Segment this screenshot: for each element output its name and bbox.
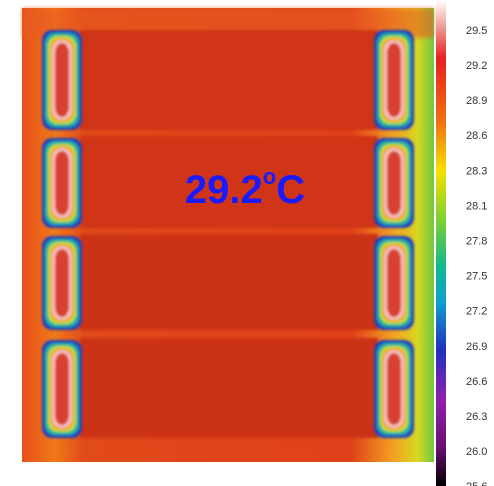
hot-spot-ring: [55, 43, 69, 117]
hot-spot-ring: [387, 353, 401, 425]
hot-spot-ring: [387, 43, 401, 117]
scale-label: 28.9: [466, 95, 487, 107]
panel: [80, 338, 378, 438]
hot-spot-ring: [55, 249, 69, 317]
hot-spot-ring: [55, 151, 69, 215]
scale-label: 27.8: [466, 236, 487, 248]
panels: [80, 30, 378, 438]
panel: [80, 30, 378, 130]
temperature-unit: C: [276, 168, 305, 212]
scale-label: 29.2: [466, 60, 487, 72]
hot-spot-ring: [55, 353, 69, 425]
degree-sign: o: [263, 164, 276, 189]
scale-label: 28.1: [466, 200, 487, 212]
scale-label: 26.0: [466, 446, 487, 458]
scale-label: 26.6: [466, 376, 487, 388]
scale-label: 28.3: [466, 165, 487, 177]
color-scale: [436, 0, 446, 486]
hot-spot-ring: [387, 249, 401, 317]
scale-label: 26.3: [466, 411, 487, 423]
temperature-value: 29.2: [185, 168, 263, 212]
hot-spot-ring: [387, 151, 401, 215]
thermal-screenshot: 29.2oC 29.529.228.928.628.328.127.827.52…: [0, 0, 494, 486]
scale-label: 27.5: [466, 271, 487, 283]
thermal-image: 29.2oC 29.529.228.928.628.328.127.827.52…: [0, 0, 494, 486]
scale-label: 29.5: [466, 25, 487, 37]
scale-label: 28.6: [466, 130, 487, 142]
scale-label: 27.2: [466, 306, 487, 318]
panel: [80, 234, 378, 330]
scale-labels: 29.5 29.2 28.9 28.6 28.3 28.1 27.8 27.5 27.2 26.9…: [466, 25, 487, 486]
temperature-annotation: 29.2oC: [185, 164, 305, 212]
scale-label: 25.6: [466, 481, 487, 486]
scale-label: 26.9: [466, 341, 487, 353]
